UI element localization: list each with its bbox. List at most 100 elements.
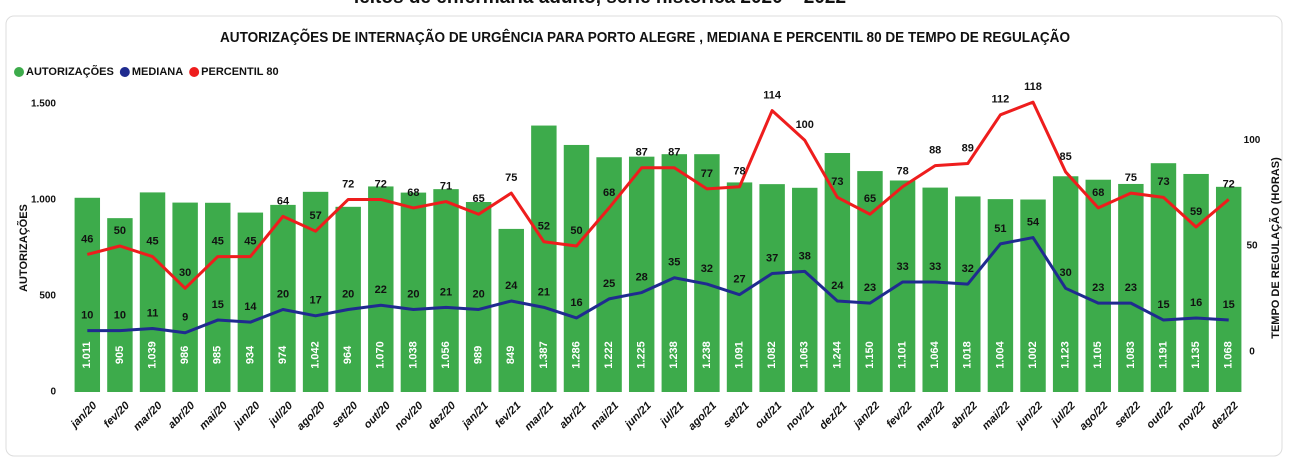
y-tick-label: 0 (50, 387, 56, 398)
line-value-label: 33 (896, 261, 908, 273)
bar (726, 182, 753, 392)
bar-value-label: 849 (505, 346, 517, 364)
bar (139, 192, 166, 392)
line-value-label: 114 (763, 89, 782, 101)
bar (1118, 183, 1144, 392)
bar (563, 144, 590, 392)
line-value-label: 52 (538, 221, 550, 233)
line-value-label: 73 (831, 176, 843, 188)
bar (400, 192, 427, 392)
line-value-label: 45 (244, 235, 256, 247)
line-value-label: 78 (896, 166, 908, 178)
bar-value-label: 1.004 (994, 340, 1006, 368)
bar (368, 186, 394, 392)
bar-value-label: 934 (244, 345, 256, 364)
line-value-label: 65 (473, 193, 485, 205)
bar-value-label: 1.222 (603, 341, 615, 369)
line-value-label: 25 (603, 278, 615, 290)
line-value-label: 89 (962, 142, 974, 154)
line-value-label: 73 (1157, 176, 1169, 188)
bar (1020, 199, 1046, 392)
line-value-label: 68 (1092, 187, 1104, 199)
line-value-label: 11 (147, 307, 159, 319)
bar-value-label: 1.091 (733, 341, 745, 369)
bar-value-label: 1.101 (896, 341, 908, 369)
line (86, 100, 1230, 290)
y-tick-label: 1.000 (31, 195, 56, 206)
bar-value-label: 964 (342, 345, 354, 364)
line-value-label: 15 (1157, 299, 1169, 311)
bar-value-label: 1.070 (375, 341, 387, 369)
bar-value-label: 1.068 (1223, 341, 1235, 369)
line-value-label: 32 (701, 263, 713, 275)
line-value-label: 45 (212, 235, 224, 247)
line-value-label: 16 (570, 297, 582, 309)
bar (759, 184, 785, 392)
legend-label: AUTORIZAÇÕES (26, 65, 114, 78)
line-value-label: 37 (766, 252, 778, 264)
line-value-label: 14 (244, 301, 257, 313)
line-value-label: 87 (668, 147, 680, 159)
bar (205, 202, 231, 392)
line-value-label: 46 (81, 233, 93, 245)
bar (107, 218, 133, 392)
bar-value-label: 1.063 (799, 341, 811, 369)
bar-value-label: 974 (277, 345, 289, 364)
legend-marker (189, 67, 200, 77)
bar (1183, 173, 1209, 392)
bar (237, 212, 264, 392)
line-value-label: 21 (538, 286, 550, 298)
bar-value-label: 1.042 (309, 341, 321, 369)
line-value-label: 45 (146, 235, 158, 247)
legend-marker (14, 67, 24, 77)
line-value-label: 65 (864, 193, 876, 205)
bar-value-label: 1.286 (570, 341, 582, 369)
line-value-label: 32 (962, 263, 974, 275)
y2-tick-label: 100 (1244, 135, 1261, 146)
line-value-label: 9 (182, 312, 188, 324)
bar-value-label: 1.002 (1027, 341, 1039, 369)
bar (433, 189, 459, 392)
bar (1150, 163, 1177, 392)
y2-tick-label: 50 (1246, 241, 1258, 252)
line-value-label: 15 (1223, 299, 1235, 311)
bar-value-label: 1.225 (636, 341, 648, 369)
bar (792, 187, 818, 392)
bar-value-label: 1.039 (146, 341, 158, 369)
line (87, 236, 1229, 335)
line-value-label: 23 (1092, 282, 1104, 294)
line-value-label: 68 (603, 187, 615, 199)
legend-label: PERCENTIL 80 (201, 66, 278, 78)
line-value-label: 33 (929, 261, 941, 273)
bar-value-label: 1.135 (1190, 341, 1202, 369)
line-value-label: 28 (636, 271, 648, 283)
legend: AUTORIZAÇÕES MEDIANA PERCENTIL 80 (14, 65, 279, 78)
line-value-label: 38 (799, 250, 811, 262)
bar (335, 206, 361, 392)
line-value-label: 35 (668, 257, 680, 269)
bar-value-label: 1.150 (864, 341, 876, 369)
bar (498, 228, 524, 392)
line-value-label: 50 (570, 225, 582, 237)
line-value-label: 100 (796, 119, 814, 131)
bar (1215, 186, 1242, 392)
bar-value-label: 1.238 (701, 341, 713, 369)
line-value-label: 77 (701, 168, 713, 180)
line-value-label: 20 (407, 288, 419, 300)
line-value-label: 54 (1027, 216, 1040, 228)
line-value-label: 87 (636, 147, 648, 159)
bar-value-label: 1.083 (1125, 341, 1137, 369)
header-text: leitos de enfermaria adulto, série histó… (354, 0, 846, 8)
line-value-label: 78 (733, 166, 745, 178)
bar (531, 125, 557, 393)
bar (922, 187, 948, 392)
bar-value-label: 985 (212, 346, 224, 364)
bar-value-label: 1.238 (668, 341, 680, 369)
bar (270, 204, 296, 392)
bar (465, 202, 492, 392)
line-value-label: 64 (277, 195, 290, 207)
line-value-label: 75 (1125, 172, 1137, 184)
bar-value-label: 905 (114, 346, 126, 364)
y2-axis-label: TEMPO DE REGULAÇÃO (HORAS) (1269, 157, 1282, 339)
